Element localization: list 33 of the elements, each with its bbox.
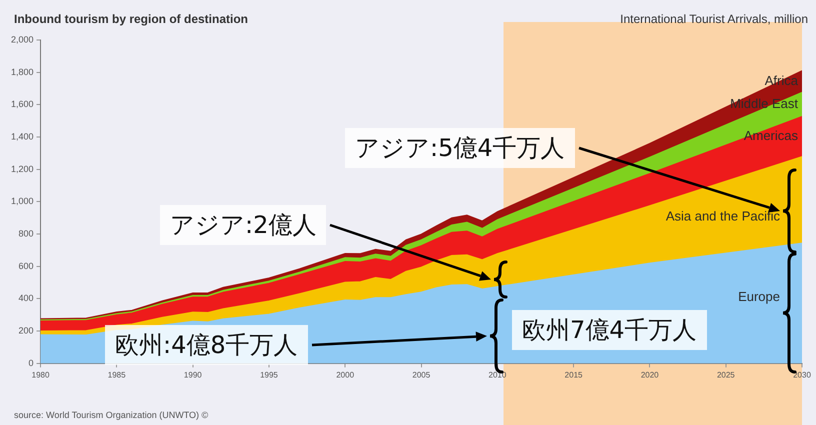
x-tick-label: 2020 bbox=[640, 370, 660, 380]
series-label: Asia and the Pacific bbox=[666, 208, 780, 224]
y-tick-label: 400 bbox=[18, 293, 34, 304]
y-tick-label: 1,400 bbox=[10, 132, 34, 142]
chart-subtitle: International Tourist Arrivals, million bbox=[620, 12, 808, 26]
y-tick-label: 1,600 bbox=[10, 99, 34, 110]
series-label: Middle East bbox=[730, 96, 798, 112]
y-tick-label: 600 bbox=[18, 260, 34, 271]
x-tick-label: 2015 bbox=[564, 370, 584, 380]
annotation: アジア:2億人 bbox=[160, 205, 326, 245]
x-tick-label: 2025 bbox=[716, 370, 736, 380]
x-tick-label: 2005 bbox=[412, 370, 431, 380]
series-label: Americas bbox=[744, 128, 798, 144]
x-tick-label: 2000 bbox=[336, 370, 355, 380]
x-tick-label: 1985 bbox=[108, 370, 126, 380]
x-tick-label: 1980 bbox=[32, 370, 50, 380]
annotation: アジア:5億4千万人 bbox=[345, 128, 575, 168]
y-tick-label: 200 bbox=[18, 326, 34, 336]
y-tick-label: 1,000 bbox=[10, 196, 34, 206]
y-tick-label: 1,200 bbox=[10, 164, 34, 174]
x-tick-label: 2010 bbox=[488, 370, 507, 380]
annotation: 欧州7億4千万人 bbox=[512, 310, 707, 350]
y-tick-label: 1,800 bbox=[10, 66, 34, 77]
source-note: source: World Tourism Organization (UNWTO) © bbox=[14, 410, 208, 420]
annotation: 欧州:4億8千万人 bbox=[105, 325, 308, 365]
y-tick-label: 800 bbox=[18, 228, 34, 239]
chart-title: Inbound tourism by region of destination bbox=[14, 12, 248, 26]
series-label: Europe bbox=[738, 288, 780, 304]
x-tick-label: 1995 bbox=[260, 370, 278, 380]
x-tick-label: 1990 bbox=[184, 370, 202, 380]
x-tick-label: 2030 bbox=[793, 370, 812, 380]
y-tick-label: 2,000 bbox=[10, 34, 34, 44]
y-tick-label: 0 bbox=[28, 358, 34, 368]
